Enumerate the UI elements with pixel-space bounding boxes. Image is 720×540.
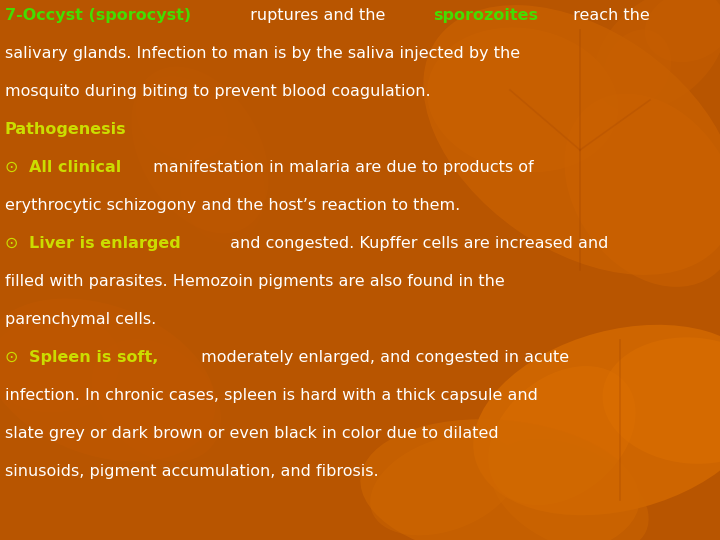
Text: sporozoites: sporozoites [433, 8, 538, 23]
Ellipse shape [361, 419, 639, 540]
Ellipse shape [423, 5, 720, 275]
Ellipse shape [491, 439, 649, 540]
Text: ⊙: ⊙ [5, 236, 24, 251]
Ellipse shape [91, 339, 221, 462]
Ellipse shape [427, 28, 618, 172]
Text: 7-Occyst (sporocyst): 7-Occyst (sporocyst) [5, 8, 191, 23]
Text: All clinical: All clinical [29, 160, 121, 175]
Text: manifestation in malaria are due to products of: manifestation in malaria are due to prod… [148, 160, 534, 175]
Text: ⊙: ⊙ [5, 350, 24, 365]
Text: Spleen is soft,: Spleen is soft, [29, 350, 158, 365]
Ellipse shape [0, 315, 121, 413]
Ellipse shape [370, 435, 518, 535]
Text: Liver is enlarged: Liver is enlarged [29, 236, 181, 251]
Text: ⊙: ⊙ [5, 160, 24, 175]
Ellipse shape [180, 136, 265, 242]
Ellipse shape [564, 93, 720, 287]
Ellipse shape [473, 325, 720, 515]
Ellipse shape [135, 76, 228, 161]
Text: salivary glands. Infection to man is by the saliva injected by the: salivary glands. Infection to man is by … [5, 46, 520, 61]
Text: reach the: reach the [568, 8, 650, 23]
Text: erythrocytic schizogony and the host’s reaction to them.: erythrocytic schizogony and the host’s r… [5, 198, 460, 213]
Ellipse shape [594, 0, 720, 112]
Ellipse shape [0, 299, 216, 462]
Text: sinusoids, pigment accumulation, and fibrosis.: sinusoids, pigment accumulation, and fib… [5, 464, 379, 479]
Text: filled with parasites. Hemozoin pigments are also found in the: filled with parasites. Hemozoin pigments… [5, 274, 505, 289]
Text: moderately enlarged, and congested in acute: moderately enlarged, and congested in ac… [196, 350, 569, 365]
Text: and congested. Kupffer cells are increased and: and congested. Kupffer cells are increas… [225, 236, 608, 251]
Ellipse shape [488, 366, 636, 505]
Ellipse shape [131, 66, 269, 233]
Text: ruptures and the: ruptures and the [246, 8, 391, 23]
Text: infection. In chronic cases, spleen is hard with a thick capsule and: infection. In chronic cases, spleen is h… [5, 388, 538, 403]
Text: mosquito during biting to prevent blood coagulation.: mosquito during biting to prevent blood … [5, 84, 431, 99]
Ellipse shape [603, 30, 671, 109]
Text: slate grey or dark brown or even black in color due to dilated: slate grey or dark brown or even black i… [5, 426, 499, 441]
Text: Pathogenesis: Pathogenesis [5, 122, 127, 137]
Ellipse shape [603, 338, 720, 464]
Text: parenchymal cells.: parenchymal cells. [5, 312, 156, 327]
Ellipse shape [645, 0, 720, 62]
